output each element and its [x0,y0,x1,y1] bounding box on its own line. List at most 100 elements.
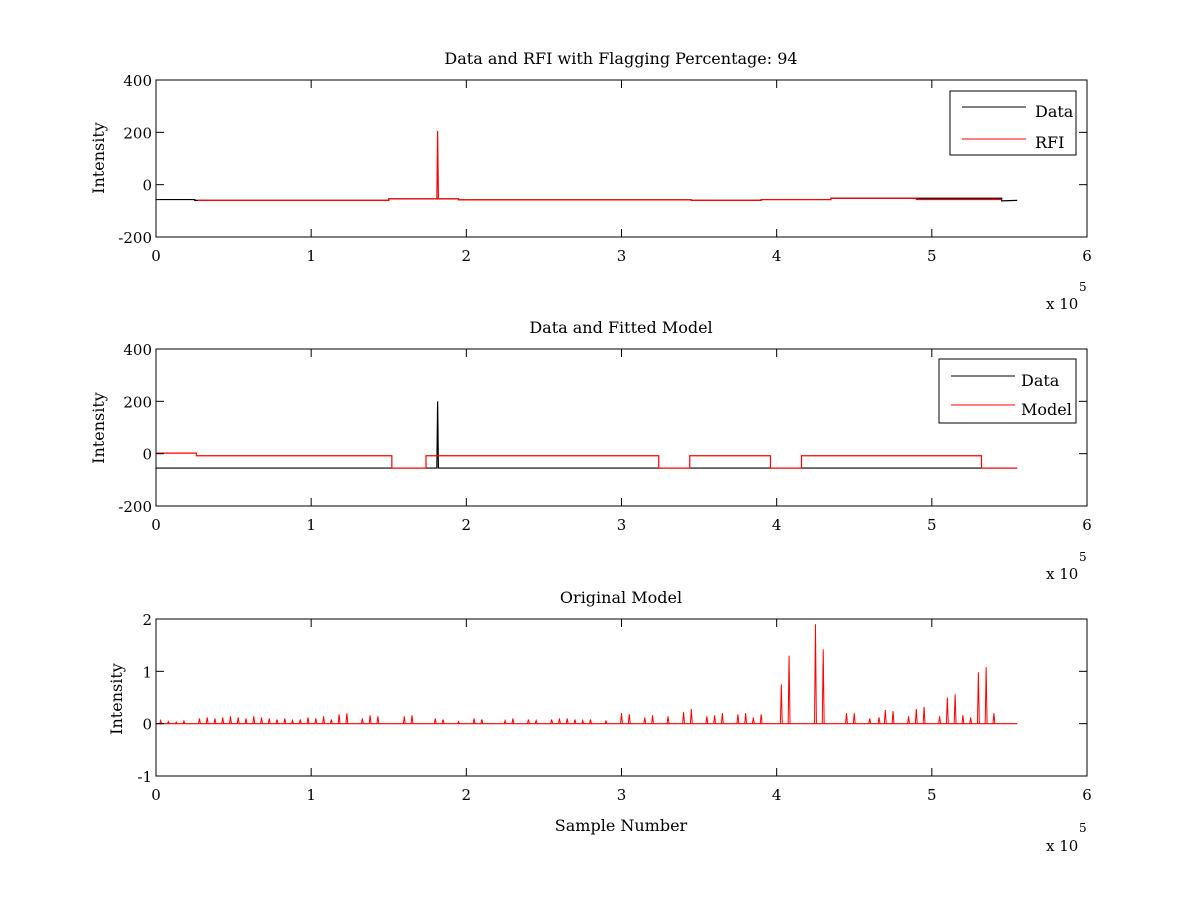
series-spike [182,719,186,724]
series-spike [736,714,740,724]
series-spike [433,718,437,724]
x-exponent-label: x 10 [1046,837,1078,855]
series-spike [534,718,538,724]
subplot-original-model: Original Model Intensity Sample Number x… [107,588,1092,855]
plot-area [156,80,1087,237]
x-exponent: 5 [1079,280,1087,294]
series-spike [705,716,709,724]
y-axis-label: Intensity [89,122,108,194]
series-spike [565,718,569,724]
series-spike [198,718,201,724]
series-spike [907,716,910,724]
series-spike [976,672,980,724]
series-spike [236,717,240,724]
series-spike [914,708,918,724]
y-tick-label: 200 [123,393,152,411]
x-tick-label: 0 [151,247,161,265]
legend-box [949,90,1077,156]
series-spike [368,715,372,724]
series-group [156,624,1018,725]
series-spike [821,649,825,724]
x-tick-label: 5 [927,516,937,534]
series-spike [267,718,271,724]
series-spike [953,694,957,724]
series-spike [992,713,996,724]
series-spike [360,718,364,724]
legend-label-data: Data [1021,371,1060,390]
series-spike [666,716,670,724]
legend-label-rfi: RFI [1035,133,1064,152]
series-spike [480,719,484,724]
series-spike [329,719,333,724]
series-spike [402,716,406,724]
x-tick-label: 2 [462,247,472,265]
series-spike [322,716,326,724]
series-spike [744,713,748,724]
series-spike [877,717,881,724]
series-spike [526,719,530,724]
y-tick-label: 400 [123,72,152,90]
x-tick-label: 4 [772,247,782,265]
x-tick-label: 3 [617,247,627,265]
y-tick-label: 1 [142,663,152,681]
x-tick-label: 0 [151,516,161,534]
series-spike [689,708,693,724]
x-tick-label: 1 [306,247,316,265]
x-tick-label: 3 [617,786,627,804]
series-spike [410,715,414,724]
series-line-model [156,452,1018,469]
x-exponent: 5 [1079,550,1087,564]
series-spike [779,684,783,724]
legend: Data RFI [949,90,1077,156]
x-tick-label: 0 [151,786,161,804]
series-spike [283,718,287,724]
x-tick-label: 6 [1082,786,1092,804]
series-spike [337,714,341,724]
chart-title: Original Model [560,588,682,607]
series-spike [472,718,476,724]
series-spike [213,718,217,724]
y-tick-label: -200 [118,498,152,516]
series-spike [167,720,170,724]
series-spike [275,719,279,724]
series-spike [581,718,585,724]
plot-area [156,619,1087,776]
series-spike [751,717,755,724]
series-spike [345,713,349,724]
series-spike [883,710,887,724]
series-spike [229,716,232,724]
series-spike [891,711,895,724]
subplot-rfi: Data and RFI with Flagging Percentage: 9… [89,49,1092,313]
series-spike [252,716,256,724]
series-spike [503,718,507,724]
series-spike [558,718,561,724]
y-axis-label: Intensity [89,392,108,464]
x-tick-label: 6 [1082,247,1092,265]
series-spike [620,713,623,724]
series-spike [945,697,949,724]
series-spike [604,719,608,724]
x-tick-label: 1 [306,516,316,534]
series-spike [713,715,717,724]
x-tick-label: 2 [462,516,472,534]
chart-title: Data and Fitted Model [529,318,712,337]
series-spike [627,714,631,724]
series-spike [159,718,163,724]
chart-title: Data and RFI with Flagging Percentage: 9… [444,49,797,68]
series-spike [984,667,988,724]
x-tick-label: 5 [927,786,937,804]
x-tick-label: 6 [1082,516,1092,534]
series-spike [314,718,318,724]
series-spike [511,718,515,724]
series-spike [550,719,554,724]
series-spike [787,655,791,724]
series-spike [852,713,856,724]
series-spike [298,719,302,724]
x-tick-label: 3 [617,516,627,534]
x-tick-label: 1 [306,786,316,804]
x-tick-label: 4 [772,516,782,534]
series-spike [205,717,209,724]
x-tick-label: 2 [462,786,472,804]
x-exponent-label: x 10 [1046,565,1078,583]
